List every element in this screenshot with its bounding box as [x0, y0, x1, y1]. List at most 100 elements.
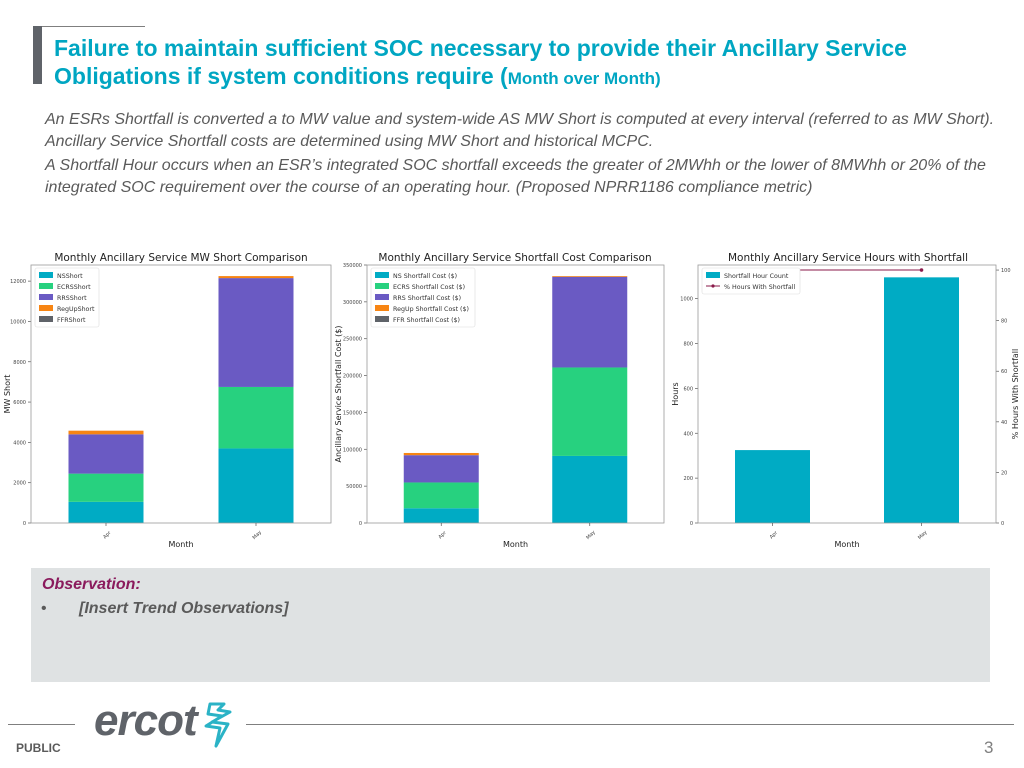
legend-swatch — [39, 316, 53, 322]
plot-frame — [697, 264, 997, 524]
legend-swatch — [375, 283, 389, 289]
legend-swatch-marker — [711, 284, 715, 288]
bar-rrs-shortfall-cost-apr — [403, 455, 479, 483]
footer-divider-right — [246, 724, 1014, 725]
legend-swatch — [375, 294, 389, 300]
legend-label: % Hours With Shortfall — [724, 284, 795, 291]
hours-shortfall-chart-svg: Monthly Ancillary Service Hours with Sho… — [671, 252, 1020, 549]
legend-label: ECRS Shortfall Cost ($) — [393, 284, 465, 291]
legend-box — [701, 267, 801, 295]
observation-item[interactable]: [Insert Trend Observations] — [79, 600, 289, 617]
y-tick-label: 1000 — [680, 297, 693, 303]
y-tick-label: 12000 — [10, 279, 26, 285]
bar-ecrsshort-apr — [68, 473, 144, 502]
y-tick-label: 150000 — [343, 410, 362, 416]
legend-swatch — [706, 272, 720, 278]
bar-regup-shortfall-cost-apr — [403, 452, 479, 456]
hours-shortfall-chart: Monthly Ancillary Service Hours with Sho… — [668, 248, 1024, 553]
y-tick-label: 8000 — [13, 360, 26, 366]
bar-ecrs-shortfall-cost-may — [552, 367, 628, 456]
legend-label: FFRShort — [57, 317, 86, 324]
y-tick-label: 4000 — [13, 440, 26, 446]
chart-title: Monthly Ancillary Service MW Short Compa… — [54, 252, 307, 264]
bar-shortfall-hour-count-may — [884, 277, 959, 523]
bullet-icon: • — [41, 600, 47, 617]
chart-title: Monthly Ancillary Service Shortfall Cost… — [378, 252, 651, 264]
mw-short-chart-svg: Monthly Ancillary Service MW Short Compa… — [3, 252, 332, 549]
y-tick-label: 2000 — [13, 481, 26, 487]
y2-tick-label: 40 — [1001, 420, 1007, 426]
x-tick-label: May — [917, 529, 929, 541]
x-axis-label: Month — [503, 540, 528, 549]
x-tick-label: May — [252, 529, 264, 541]
legend-label: RRSShort — [57, 295, 87, 302]
x-tick-label: Apr — [102, 529, 113, 540]
legend-label: NSShort — [57, 273, 83, 280]
mw-short-chart: Monthly Ancillary Service MW Short Compa… — [0, 248, 334, 553]
y2-axis-label: % Hours With Shortfall — [1011, 349, 1020, 439]
slide-title-suffix: Month over Month) — [507, 69, 661, 88]
slide-title: Failure to maintain sufficient SOC neces… — [54, 34, 1004, 93]
observation-box: Observation: • [Insert Trend Observation… — [31, 568, 990, 682]
bar-regupshort-apr — [68, 430, 144, 435]
bar-rrs-shortfall-cost-may — [552, 276, 628, 368]
legend-box — [370, 267, 476, 328]
y-tick-label: 200 — [683, 476, 693, 482]
legend-label: NS Shortfall Cost ($) — [393, 273, 457, 280]
legend-swatch — [39, 305, 53, 311]
x-axis-label: Month — [168, 540, 193, 549]
bar-regupshort-may — [218, 276, 294, 279]
y-axis-label: Ancillary Service Shortfall Cost ($) — [334, 325, 343, 462]
footer-divider-left — [8, 724, 75, 725]
y-tick-label: 250000 — [343, 337, 362, 343]
legend-swatch — [39, 272, 53, 278]
y2-tick-label: 100 — [1001, 268, 1011, 274]
logo-wordmark: ercot — [94, 696, 198, 745]
y2-tick-label: 80 — [1001, 319, 1007, 325]
bar-ecrs-shortfall-cost-apr — [403, 482, 479, 509]
y-tick-label: 50000 — [346, 484, 362, 490]
plot-frame — [30, 264, 332, 524]
x-tick-label: May — [585, 529, 597, 541]
y-tick-label: 400 — [683, 431, 693, 437]
y-tick-label: 100000 — [343, 447, 362, 453]
plot-frame — [366, 264, 665, 524]
title-accent-bar — [33, 26, 42, 84]
legend-swatch — [375, 305, 389, 311]
y-tick-label: 10000 — [10, 319, 26, 325]
y-tick-label: 300000 — [343, 300, 362, 306]
bar-rrsshort-apr — [68, 434, 144, 474]
y2-tick-label: 20 — [1001, 470, 1007, 476]
y2-tick-label: 0 — [1001, 521, 1004, 527]
point-hours-with-shortfall-may — [919, 268, 924, 272]
x-axis-label: Month — [834, 540, 859, 549]
bar-ns-shortfall-cost-may — [552, 455, 628, 523]
legend-label: RegUpShort — [57, 306, 95, 313]
shortfall-cost-chart: Monthly Ancillary Service Shortfall Cost… — [330, 248, 675, 553]
y-tick-label: 200000 — [343, 374, 362, 380]
legend-label: RegUp Shortfall Cost ($) — [393, 306, 469, 313]
bar-ns-shortfall-cost-apr — [403, 508, 479, 523]
y-tick-label: 6000 — [13, 400, 26, 406]
description-paragraph: A Shortfall Hour occurs when an ESR’s in… — [45, 157, 986, 196]
y-axis-label: Hours — [671, 382, 680, 405]
page-number: 3 — [984, 738, 994, 757]
y2-tick-label: 60 — [1001, 369, 1007, 375]
y-tick-label: 0 — [23, 521, 26, 527]
legend-label: RRS Shortfall Cost ($) — [393, 295, 461, 302]
y-tick-label: 0 — [359, 521, 362, 527]
legend-swatch — [39, 294, 53, 300]
legend-swatch — [375, 272, 389, 278]
y-axis-label: MW Short — [3, 375, 12, 414]
bar-nsshort-apr — [68, 501, 144, 523]
description: An ESRs Shortfall is converted a to MW v… — [45, 109, 1005, 201]
bar-nsshort-may — [218, 448, 294, 523]
legend-swatch — [39, 283, 53, 289]
legend-box — [34, 267, 100, 328]
legend-label: FFR Shortfall Cost ($) — [393, 317, 460, 324]
bar-shortfall-hour-count-apr — [735, 450, 810, 523]
classification-label: PUBLIC — [16, 741, 61, 755]
legend-swatch — [375, 316, 389, 322]
y-tick-label: 0 — [690, 521, 693, 527]
description-paragraph: An ESRs Shortfall is converted a to MW v… — [45, 111, 995, 150]
